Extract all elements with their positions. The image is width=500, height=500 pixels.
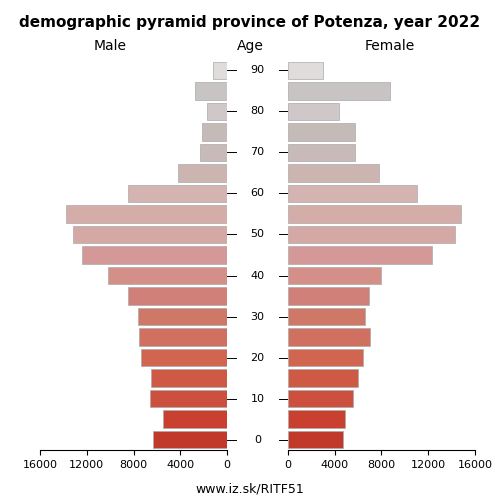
Bar <box>288 205 461 222</box>
Bar <box>72 226 227 243</box>
Bar <box>196 82 227 100</box>
Bar <box>288 308 365 326</box>
Text: demographic pyramid province of Potenza, year 2022: demographic pyramid province of Potenza,… <box>20 15 480 30</box>
Bar <box>288 410 345 428</box>
Bar <box>108 267 227 284</box>
Text: 50: 50 <box>250 230 264 239</box>
Bar <box>163 410 227 428</box>
Bar <box>288 267 382 284</box>
Text: www.iz.sk/RITF51: www.iz.sk/RITF51 <box>196 482 304 495</box>
Bar <box>288 164 379 182</box>
Bar <box>288 288 368 305</box>
Bar <box>288 246 432 264</box>
Text: Age: Age <box>236 39 264 53</box>
Bar <box>202 123 227 140</box>
Bar <box>128 184 227 202</box>
Bar <box>66 205 227 222</box>
Bar <box>128 288 227 305</box>
Text: 80: 80 <box>250 106 264 117</box>
Bar <box>288 144 354 161</box>
Text: 20: 20 <box>250 352 264 362</box>
Bar <box>213 62 227 79</box>
Text: 10: 10 <box>250 394 264 404</box>
Bar <box>288 123 354 140</box>
Text: 70: 70 <box>250 148 264 158</box>
Bar <box>288 62 323 79</box>
Bar <box>140 328 227 346</box>
Bar <box>288 82 390 100</box>
Bar <box>288 184 416 202</box>
Text: 90: 90 <box>250 66 264 76</box>
Bar <box>82 246 227 264</box>
Bar <box>288 390 354 407</box>
Bar <box>150 390 227 407</box>
Bar <box>288 102 340 120</box>
Bar <box>288 431 343 448</box>
Text: Female: Female <box>365 39 415 53</box>
Bar <box>288 328 370 346</box>
Text: Male: Male <box>94 39 126 53</box>
Bar <box>138 308 227 326</box>
Text: 60: 60 <box>250 188 264 198</box>
Bar <box>200 144 227 161</box>
Bar <box>207 102 227 120</box>
Text: 0: 0 <box>254 434 261 444</box>
Bar <box>288 226 455 243</box>
Bar <box>154 431 227 448</box>
Bar <box>288 370 358 387</box>
Bar <box>151 370 227 387</box>
Text: 40: 40 <box>250 270 264 280</box>
Text: 30: 30 <box>250 312 264 322</box>
Bar <box>140 349 227 366</box>
Bar <box>178 164 227 182</box>
Bar <box>288 349 363 366</box>
